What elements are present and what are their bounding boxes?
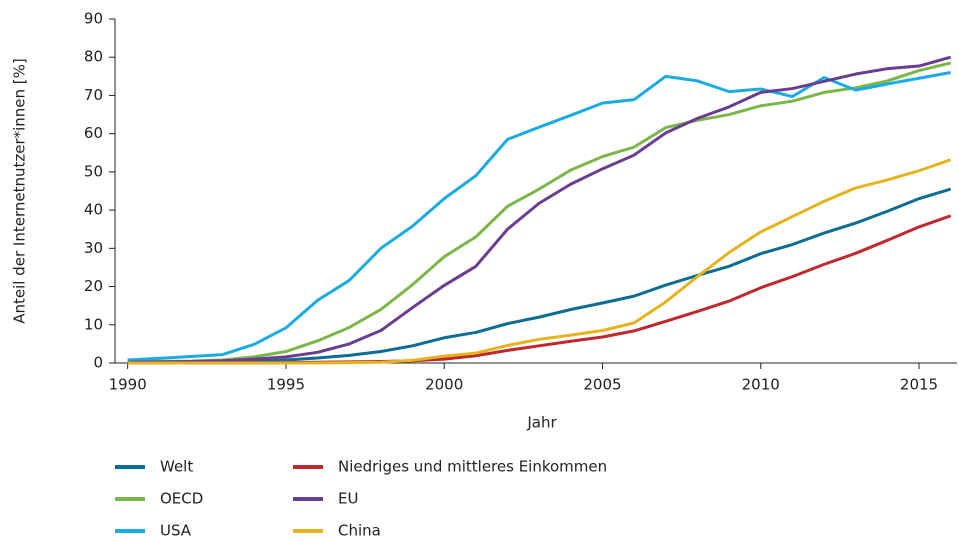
series-line <box>127 214 952 365</box>
series-line <box>127 61 952 364</box>
legend-label: OECD <box>160 490 203 508</box>
x-tick-label: 2015 <box>900 376 938 394</box>
y-tick-label: 40 <box>84 201 103 219</box>
legend-label: Welt <box>160 458 193 476</box>
x-tick-label: 2005 <box>583 376 621 394</box>
y-tick-label: 20 <box>84 277 103 295</box>
series-line <box>127 55 952 364</box>
y-axis-label: Anteil der Internetnutzer*innen [%] <box>11 58 29 324</box>
x-tick-label: 2010 <box>742 376 780 394</box>
y-tick-label: 30 <box>84 239 103 257</box>
series-line <box>127 158 952 365</box>
legend-label: USA <box>160 522 192 539</box>
y-tick-label: 80 <box>84 48 103 66</box>
y-tick-label: 50 <box>84 162 103 180</box>
x-axis-label: Jahr <box>526 414 557 432</box>
y-tick-label: 10 <box>84 315 103 333</box>
y-tick-label: 70 <box>84 86 103 104</box>
y-tick-label: 90 <box>84 10 103 28</box>
x-tick-label: 2000 <box>425 376 463 394</box>
legend-label: China <box>338 522 381 539</box>
y-tick-label: 60 <box>84 124 103 142</box>
legend-label: Niedriges und mittleres Einkommen <box>338 458 607 476</box>
series-line <box>127 187 952 365</box>
x-tick-label: 1990 <box>109 376 147 394</box>
y-tick-label: 0 <box>93 354 103 372</box>
x-tick-label: 1995 <box>267 376 305 394</box>
legend-label: EU <box>338 490 358 508</box>
